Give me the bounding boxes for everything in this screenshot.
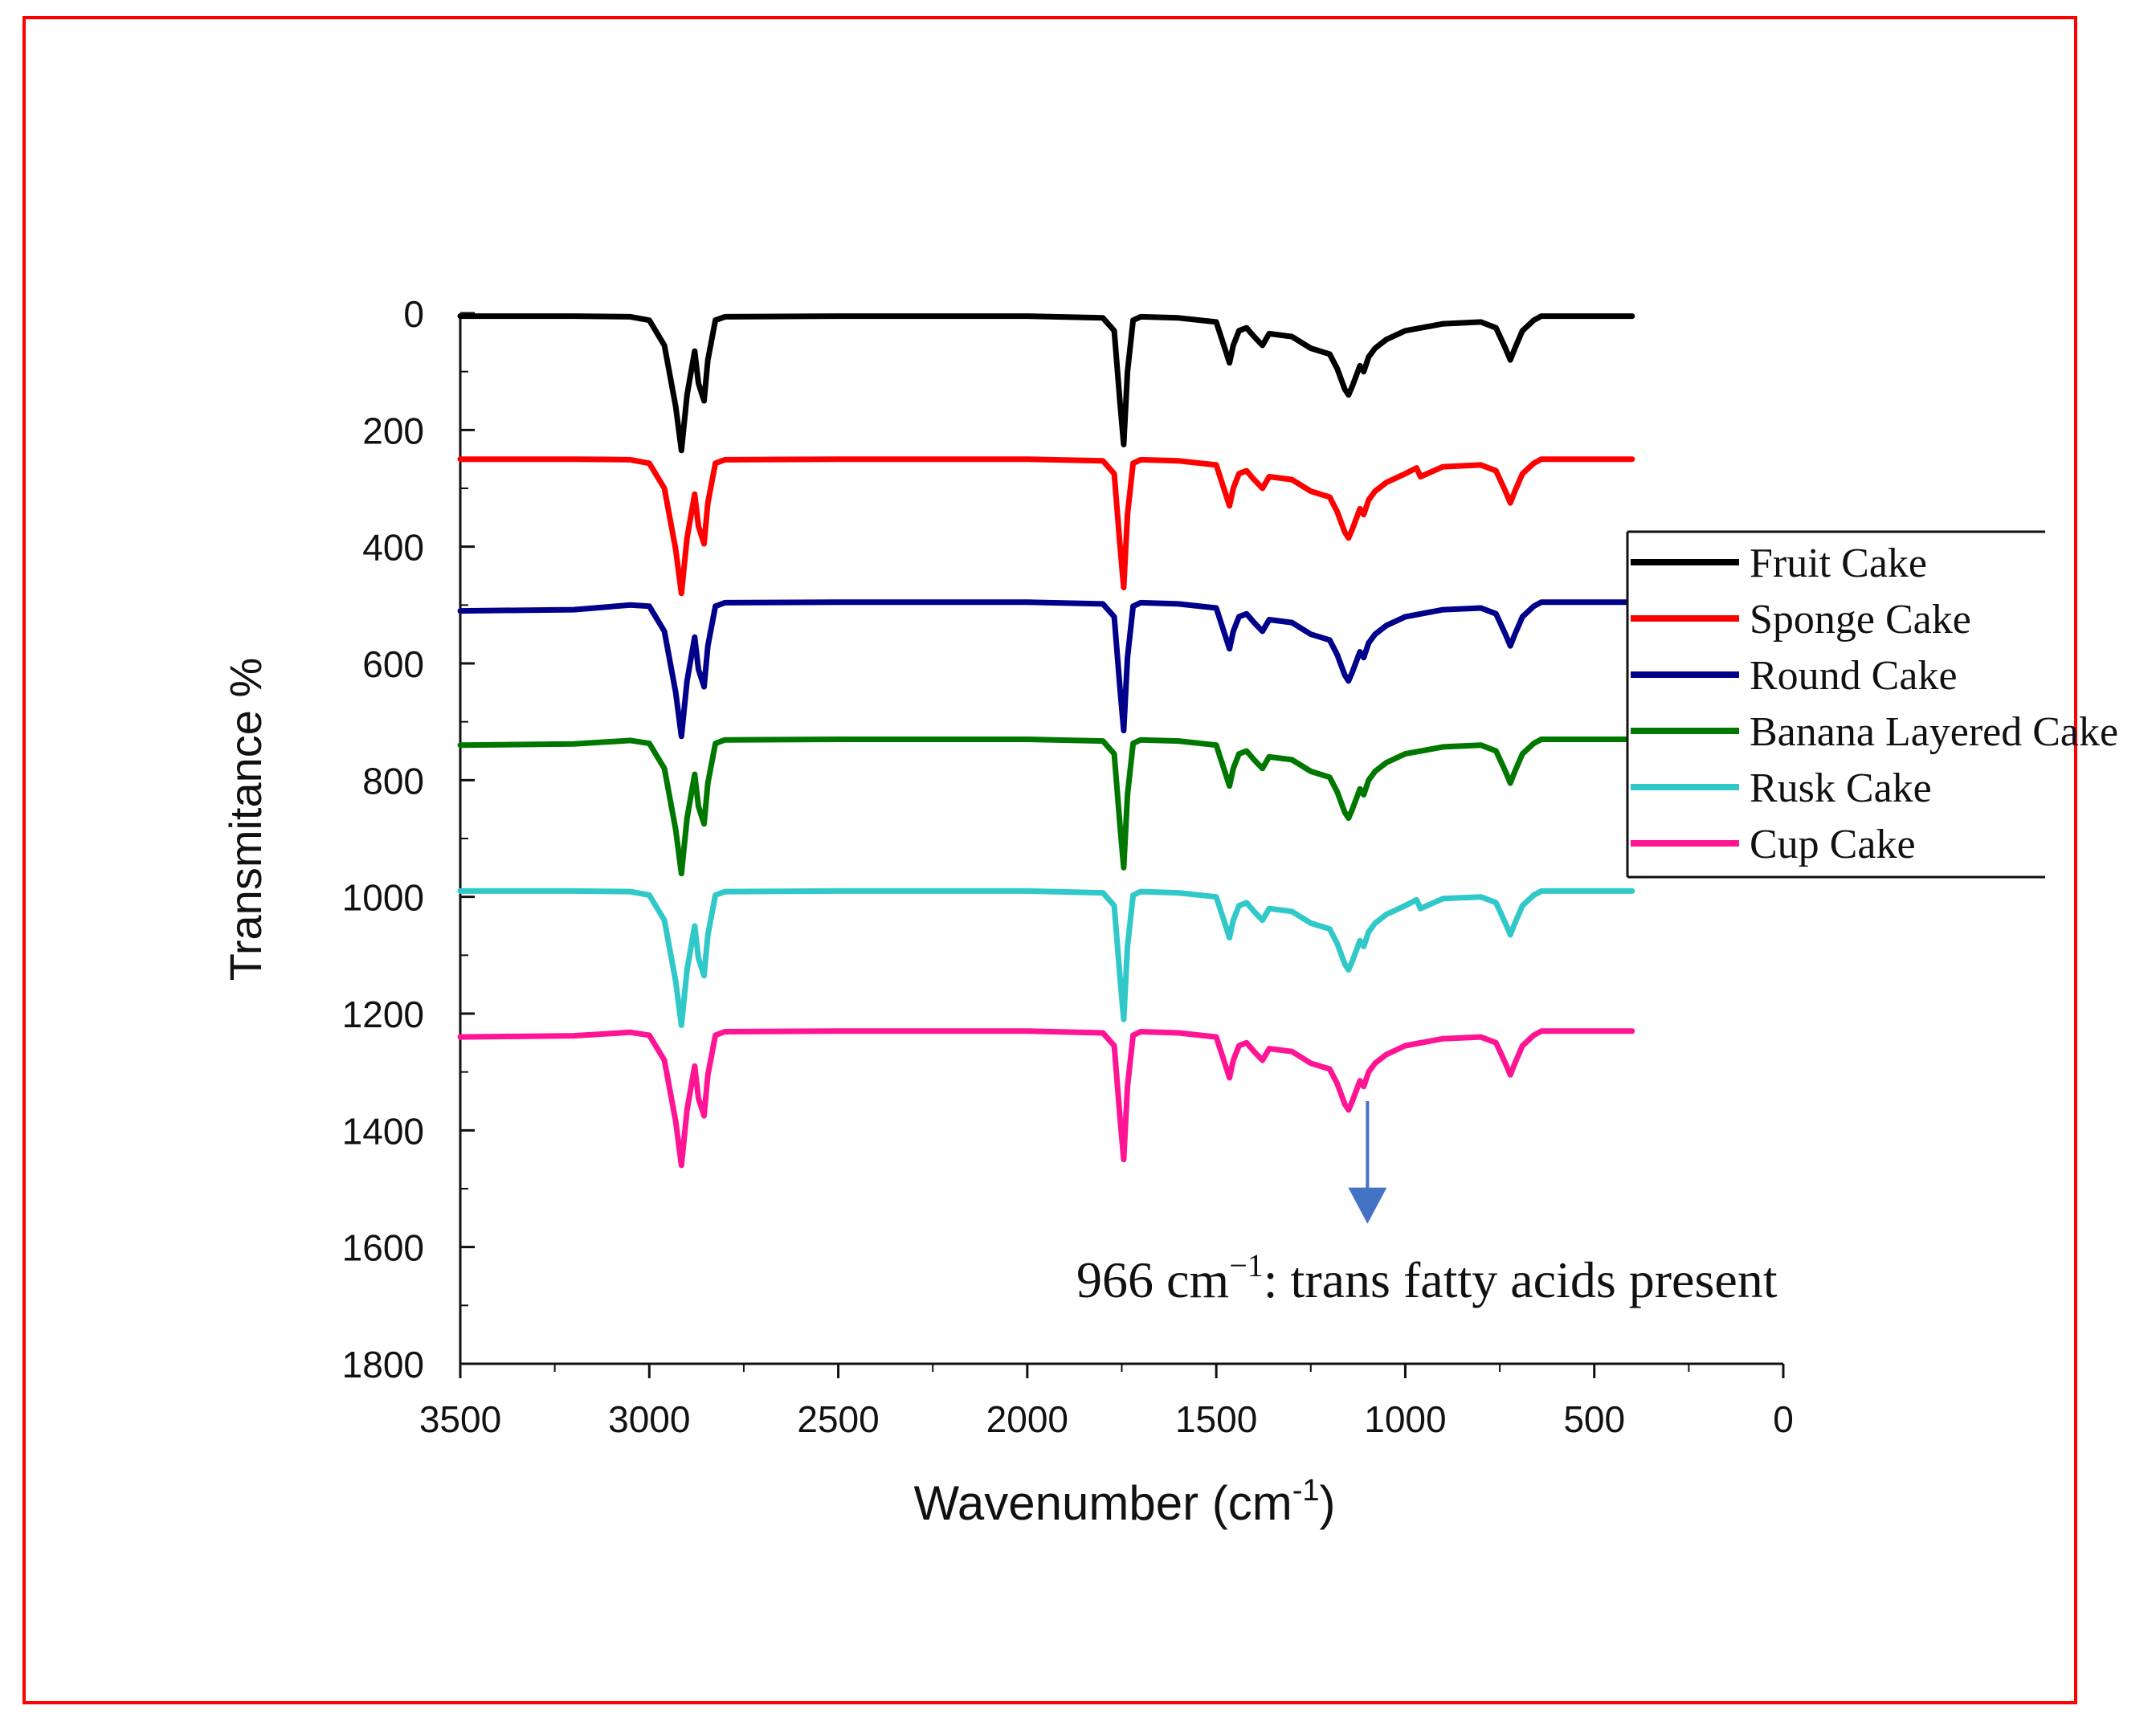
legend-label: Rusk Cake [1750, 765, 1932, 811]
x-tick-label: 1500 [1175, 1398, 1257, 1440]
y-tick-label: 1200 [342, 994, 424, 1035]
y-tick-label: 200 [362, 410, 424, 451]
series-line-sponge-cake [457, 456, 1635, 597]
y-ticks: 0 200 400 600 800 1000 1200 1400 1600 1800 [342, 293, 475, 1385]
x-tick-label: 3000 [608, 1398, 690, 1440]
y-tick-label: 1800 [342, 1344, 424, 1385]
y-tick-label: 400 [362, 527, 424, 569]
y-tick-label: 1400 [342, 1110, 424, 1152]
legend-label: Fruit Cake [1750, 541, 1927, 586]
x-tick-label: 2500 [797, 1398, 879, 1440]
legend-label: Banana Layered Cake [1750, 709, 2118, 755]
x-ticks: 3500 3000 2500 2000 1500 1000 500 0 [419, 1364, 1794, 1440]
y-tick-label: 1000 [342, 877, 424, 919]
legend-box [1627, 532, 2045, 877]
y-tick-label: 800 [362, 760, 424, 802]
legend: Fruit Cake Sponge Cake Round Cake Banana La… [1626, 530, 2118, 879]
annotation-text: 966 cm−1: trans fatty acids present [1076, 1247, 1778, 1308]
series-line-round-cake [457, 599, 1635, 740]
legend-label: Round Cake [1750, 653, 1958, 699]
x-tick-label: 500 [1563, 1398, 1625, 1440]
x-tick-label: 2000 [986, 1398, 1068, 1440]
legend-items: Fruit Cake Sponge Cake Round Cake Banana La… [1631, 541, 2118, 867]
y-axis-label: Transmitance % [220, 658, 271, 981]
red-frame [22, 16, 2077, 1704]
series-line-fruit-cake [457, 313, 1635, 454]
annotation-966: 966 cm−1: trans fatty acids present [1076, 1101, 1778, 1308]
y-tick-label: 600 [362, 643, 424, 685]
series-line-banana-layered-cake [457, 737, 1635, 877]
x-tick-label: 1000 [1364, 1398, 1446, 1440]
x-axis-label: Wavenumber (cm-1) [914, 1474, 1336, 1530]
series-layer [457, 313, 1635, 1169]
legend-label: Sponge Cake [1750, 597, 1971, 643]
x-tick-label: 3500 [419, 1398, 501, 1440]
annotation-arrow-head [1348, 1187, 1387, 1224]
series-line-cup-cake [457, 1028, 1635, 1169]
x-tick-label: 0 [1773, 1398, 1794, 1440]
y-tick-label: 0 [403, 293, 424, 335]
legend-label: Cup Cake [1750, 822, 1916, 867]
series-line-rusk-cake [457, 888, 1635, 1028]
y-tick-label: 1600 [342, 1227, 424, 1269]
